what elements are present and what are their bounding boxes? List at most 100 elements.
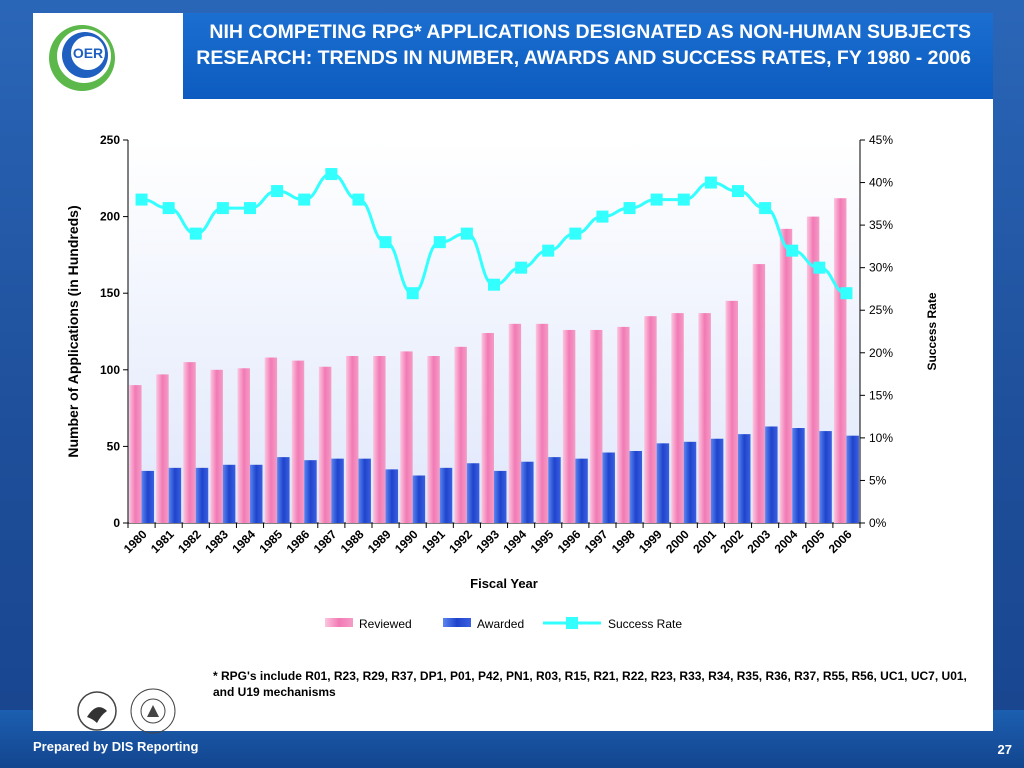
bar-reviewed xyxy=(562,329,576,523)
legend-marker-success-rate xyxy=(566,617,578,629)
x-tick-label: 1980 xyxy=(121,527,150,556)
point-success-rate xyxy=(244,202,256,215)
bar-awarded xyxy=(765,426,778,523)
x-tick-label: 1992 xyxy=(446,527,475,556)
legend-swatch-awarded xyxy=(443,618,471,627)
point-success-rate xyxy=(271,185,284,198)
point-success-rate xyxy=(325,168,338,181)
bar-awarded xyxy=(710,438,724,523)
bar-awarded xyxy=(656,443,670,523)
page-number: 27 xyxy=(997,742,1012,757)
x-tick-label: 2000 xyxy=(663,527,692,556)
x-tick-label: 1999 xyxy=(636,527,665,556)
x-tick-label: 2002 xyxy=(717,527,746,556)
point-success-rate xyxy=(596,210,609,223)
bar-reviewed xyxy=(156,374,169,523)
y2-tick-label: 45% xyxy=(869,133,893,147)
x-tick-label: 1994 xyxy=(500,527,529,556)
x-tick-label: 1984 xyxy=(229,527,258,556)
bar-awarded xyxy=(250,464,263,523)
bar-reviewed xyxy=(833,198,847,523)
point-success-rate xyxy=(189,227,202,240)
footer-text: Prepared by DIS Reporting xyxy=(33,739,199,754)
bar-awarded xyxy=(439,467,453,523)
x-tick-label: 1990 xyxy=(392,527,421,556)
oer-logo-text: OER xyxy=(73,45,103,61)
bar-awarded xyxy=(331,458,344,523)
y2-tick-label: 35% xyxy=(869,218,893,232)
y-tick-label: 200 xyxy=(100,210,120,224)
x-tick-label: 1982 xyxy=(175,527,204,556)
x-tick-label: 1998 xyxy=(609,527,638,556)
point-success-rate xyxy=(379,236,392,249)
x-tick-label: 1985 xyxy=(256,527,285,556)
point-success-rate xyxy=(650,193,663,206)
bar-reviewed xyxy=(129,385,142,523)
legend-label: Success Rate xyxy=(608,617,682,631)
x-tick-label: 1991 xyxy=(419,527,448,556)
bar-awarded xyxy=(521,461,534,523)
bar-reviewed xyxy=(318,366,332,523)
point-success-rate xyxy=(542,244,555,257)
x-tick-label: 1986 xyxy=(284,527,313,556)
x-tick-label: 1983 xyxy=(202,527,231,556)
bar-awarded xyxy=(141,470,155,523)
oer-logo-icon: OER xyxy=(49,25,115,91)
bar-awarded xyxy=(683,441,697,523)
bar-awarded xyxy=(358,458,371,523)
y2-tick-label: 25% xyxy=(869,303,893,317)
bar-reviewed xyxy=(373,356,386,523)
y2-tick-label: 0% xyxy=(869,516,887,530)
bar-awarded xyxy=(629,450,643,523)
bar-reviewed xyxy=(671,313,684,523)
bar-awarded xyxy=(304,460,317,523)
bar-reviewed xyxy=(210,369,223,523)
bar-reviewed xyxy=(345,356,359,523)
bar-reviewed xyxy=(806,216,820,523)
bar-reviewed xyxy=(454,346,467,523)
bar-reviewed xyxy=(400,351,413,523)
bar-awarded xyxy=(385,469,399,523)
y-tick-label: 50 xyxy=(107,439,121,453)
bar-reviewed xyxy=(237,368,250,523)
point-success-rate xyxy=(813,261,826,274)
footnote: * RPG's include R01, R23, R29, R37, DP1,… xyxy=(213,669,967,699)
title-band: NIH COMPETING RPG* APPLICATIONS DESIGNAT… xyxy=(183,13,993,99)
bar-reviewed xyxy=(291,360,305,523)
point-success-rate xyxy=(840,287,853,300)
bar-awarded xyxy=(277,457,290,523)
bar-awarded xyxy=(466,463,480,523)
y-tick-label: 100 xyxy=(100,363,120,377)
x-tick-label: 2004 xyxy=(772,527,801,556)
point-success-rate xyxy=(704,176,717,189)
point-success-rate xyxy=(135,193,148,206)
bar-awarded xyxy=(195,467,209,523)
x-axis-label: Fiscal Year xyxy=(470,576,538,591)
bar-awarded xyxy=(792,428,805,523)
x-tick-label: 1996 xyxy=(555,527,584,556)
x-tick-label: 1987 xyxy=(311,527,340,556)
point-success-rate xyxy=(460,227,473,240)
point-success-rate xyxy=(406,287,419,300)
point-success-rate xyxy=(488,278,500,291)
bar-reviewed xyxy=(508,323,522,523)
x-tick-label: 1989 xyxy=(365,527,394,556)
bar-awarded xyxy=(738,434,751,523)
y-tick-label: 0 xyxy=(113,516,120,530)
y2-tick-label: 30% xyxy=(869,261,893,275)
y2-tick-label: 10% xyxy=(869,431,893,445)
bar-reviewed xyxy=(617,326,630,523)
x-tick-label: 1993 xyxy=(473,527,502,556)
bar-reviewed xyxy=(725,300,738,523)
x-tick-label: 2006 xyxy=(826,527,855,556)
point-success-rate xyxy=(677,193,690,206)
point-success-rate xyxy=(569,227,582,240)
y-tick-label: 250 xyxy=(100,133,120,147)
hhs-nih-logos-icon xyxy=(77,688,176,734)
bar-awarded xyxy=(846,435,859,523)
bar-awarded xyxy=(602,452,615,523)
bar-awarded xyxy=(168,467,182,523)
bar-awarded xyxy=(412,475,426,523)
bar-reviewed xyxy=(535,323,549,523)
y-axis-label: Number of Applications (in Hundreds) xyxy=(65,205,81,457)
